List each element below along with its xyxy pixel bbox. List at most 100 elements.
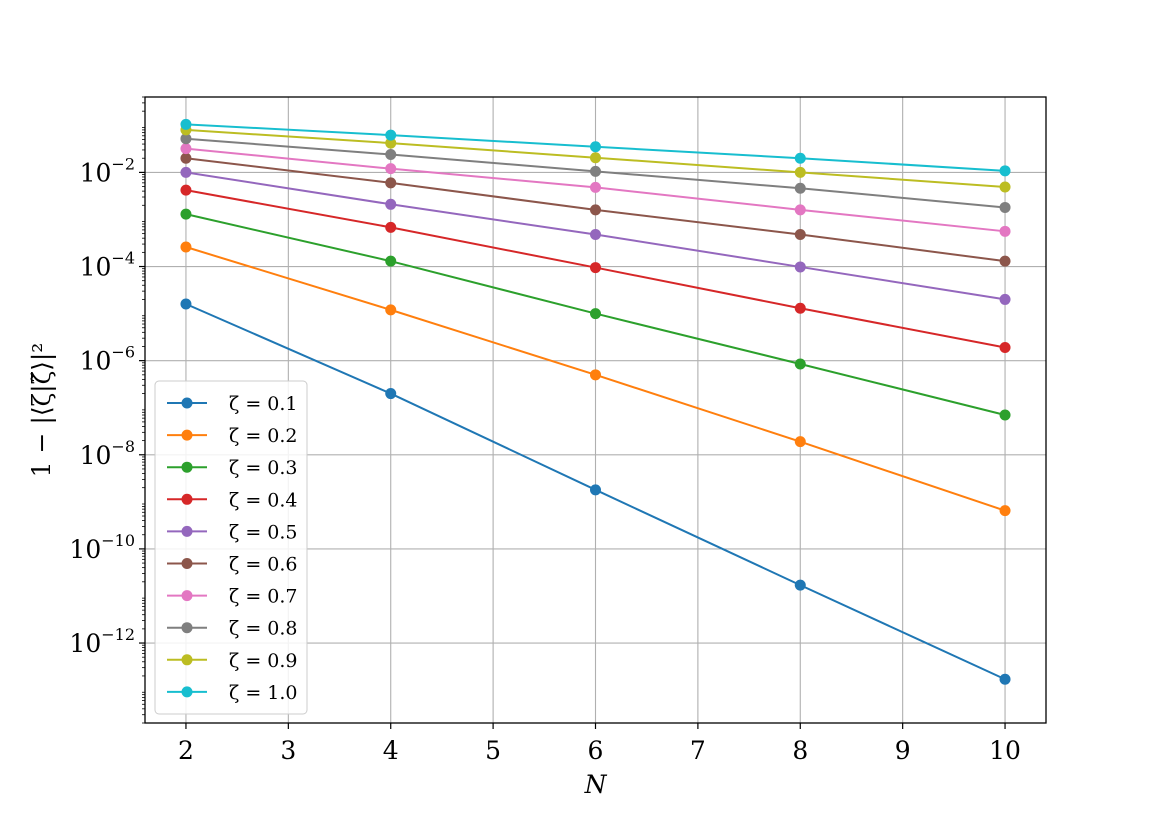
data-point bbox=[180, 208, 192, 220]
data-point bbox=[180, 184, 192, 196]
legend-label: ζ = 0.6 bbox=[229, 554, 298, 576]
data-point bbox=[385, 255, 397, 267]
data-point bbox=[590, 262, 601, 274]
data-point bbox=[999, 201, 1011, 213]
data-point bbox=[999, 255, 1011, 267]
legend-label: ζ = 0.2 bbox=[229, 425, 298, 447]
data-point bbox=[590, 165, 601, 177]
data-point bbox=[590, 204, 601, 216]
x-tick-label: 6 bbox=[588, 736, 604, 765]
data-point bbox=[180, 152, 192, 164]
y-tick-label: 10−10 bbox=[69, 531, 135, 564]
data-point bbox=[794, 261, 806, 273]
data-point bbox=[999, 225, 1011, 237]
legend-marker bbox=[181, 429, 193, 441]
legend-entry: ζ = 0.2 bbox=[167, 425, 298, 447]
series-3 bbox=[180, 208, 1011, 421]
legend-label: ζ = 0.1 bbox=[229, 393, 298, 415]
data-point bbox=[590, 484, 601, 496]
data-point bbox=[999, 505, 1011, 517]
data-point bbox=[385, 198, 397, 210]
series-7 bbox=[180, 143, 1011, 237]
legend-entry: ζ = 0.5 bbox=[167, 521, 298, 543]
legend-marker bbox=[181, 686, 193, 698]
series-10 bbox=[180, 118, 1011, 177]
data-point bbox=[794, 436, 806, 448]
legend-marker bbox=[181, 622, 193, 634]
x-tick-label: 5 bbox=[485, 736, 501, 765]
data-point bbox=[794, 182, 806, 194]
series-4 bbox=[180, 184, 1011, 354]
y-tick-label: 10−12 bbox=[69, 625, 135, 658]
data-point bbox=[180, 241, 192, 253]
legend-marker bbox=[181, 654, 193, 666]
data-point bbox=[794, 358, 806, 370]
data-point bbox=[794, 204, 806, 216]
legend-label: ζ = 0.4 bbox=[229, 489, 298, 511]
data-point bbox=[385, 388, 397, 400]
legend-marker bbox=[181, 493, 193, 505]
data-point bbox=[999, 181, 1011, 193]
data-point bbox=[590, 369, 601, 381]
legend-marker bbox=[181, 525, 193, 537]
data-point bbox=[385, 137, 397, 149]
legend-entry: ζ = 0.1 bbox=[167, 393, 298, 415]
data-point bbox=[999, 673, 1011, 685]
x-tick-label: 3 bbox=[280, 736, 296, 765]
series-5 bbox=[180, 166, 1011, 305]
x-tick-label: 2 bbox=[178, 736, 194, 765]
y-tick-label: 10−8 bbox=[80, 437, 135, 470]
x-tick-label: 9 bbox=[895, 736, 911, 765]
legend-entry: ζ = 0.4 bbox=[167, 489, 298, 511]
data-point bbox=[590, 141, 601, 153]
data-point bbox=[180, 298, 192, 310]
data-point bbox=[385, 163, 397, 175]
data-point bbox=[794, 152, 806, 164]
legend-entry: ζ = 0.6 bbox=[167, 554, 298, 576]
data-point bbox=[180, 118, 192, 130]
series-lines bbox=[180, 118, 1011, 685]
series-6 bbox=[180, 152, 1011, 267]
legend-label: ζ = 0.8 bbox=[229, 618, 298, 640]
legend-entry: ζ = 0.3 bbox=[167, 457, 298, 479]
x-tick-label: 4 bbox=[383, 736, 399, 765]
legend-label: ζ = 1.0 bbox=[229, 682, 298, 704]
data-point bbox=[590, 308, 601, 320]
data-point bbox=[999, 342, 1011, 354]
data-point bbox=[590, 181, 601, 193]
y-axis-label: 1 − |⟨ζ|ζ̃⟩|² bbox=[27, 343, 57, 478]
series-1 bbox=[180, 298, 1011, 685]
y-tick-label: 10−4 bbox=[80, 249, 135, 282]
data-point bbox=[590, 228, 601, 240]
data-point bbox=[385, 177, 397, 189]
x-axis-label: N bbox=[584, 770, 608, 799]
grid bbox=[145, 97, 1046, 723]
legend: ζ = 0.1 ζ = 0.2 ζ = 0.3 ζ = 0.4 ζ = 0.5 ζ = 0… bbox=[154, 380, 308, 715]
legend-entry: ζ = 0.9 bbox=[167, 650, 298, 672]
legend-entry: ζ = 0.7 bbox=[167, 586, 298, 608]
legend-label: ζ = 0.7 bbox=[229, 586, 298, 608]
x-axis-ticks: 2 3 4 5 6 7 8 9 10 bbox=[178, 723, 1021, 765]
data-point bbox=[794, 166, 806, 178]
legend-entry: ζ = 1.0 bbox=[167, 682, 298, 704]
y-tick-label: 10−2 bbox=[80, 154, 135, 187]
series-2 bbox=[180, 241, 1011, 517]
x-tick-label: 10 bbox=[989, 736, 1021, 765]
data-point bbox=[385, 221, 397, 233]
legend-marker bbox=[181, 397, 193, 409]
data-point bbox=[180, 143, 192, 155]
y-axis-ticks: 10−2 10−4 10−6 10−8 10−10 10−12 bbox=[69, 96, 145, 724]
legend-label: ζ = 0.9 bbox=[229, 650, 298, 672]
y-tick-label: 10−6 bbox=[80, 343, 135, 376]
legend-marker bbox=[181, 590, 193, 602]
data-point bbox=[590, 152, 601, 164]
legend-label: ζ = 0.5 bbox=[229, 521, 298, 543]
data-point bbox=[180, 133, 192, 145]
data-point bbox=[794, 228, 806, 240]
x-tick-label: 8 bbox=[792, 736, 808, 765]
data-point bbox=[385, 149, 397, 161]
legend-entry: ζ = 0.8 bbox=[167, 618, 298, 640]
legend-box bbox=[154, 380, 308, 715]
x-tick-label: 7 bbox=[690, 736, 706, 765]
